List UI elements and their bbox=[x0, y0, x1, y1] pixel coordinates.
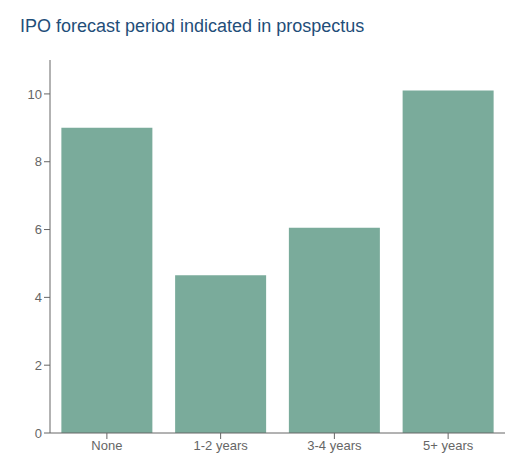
svg-text:5+ years: 5+ years bbox=[423, 438, 474, 453]
html-text:IPO forecast period indicated: IPO forecast period indicated in prospec… bbox=[20, 16, 365, 36]
svg-text:2: 2 bbox=[35, 358, 42, 373]
svg-text:10: 10 bbox=[28, 87, 42, 102]
svg-text:0: 0 bbox=[35, 426, 42, 441]
svg-text:8: 8 bbox=[35, 154, 42, 169]
svg-text:6: 6 bbox=[35, 222, 42, 237]
svg-text:4: 4 bbox=[35, 290, 42, 305]
svg-text:1-2 years: 1-2 years bbox=[194, 438, 249, 453]
svg-text:3-4 years: 3-4 years bbox=[307, 438, 362, 453]
svg-text:None: None bbox=[91, 438, 122, 453]
